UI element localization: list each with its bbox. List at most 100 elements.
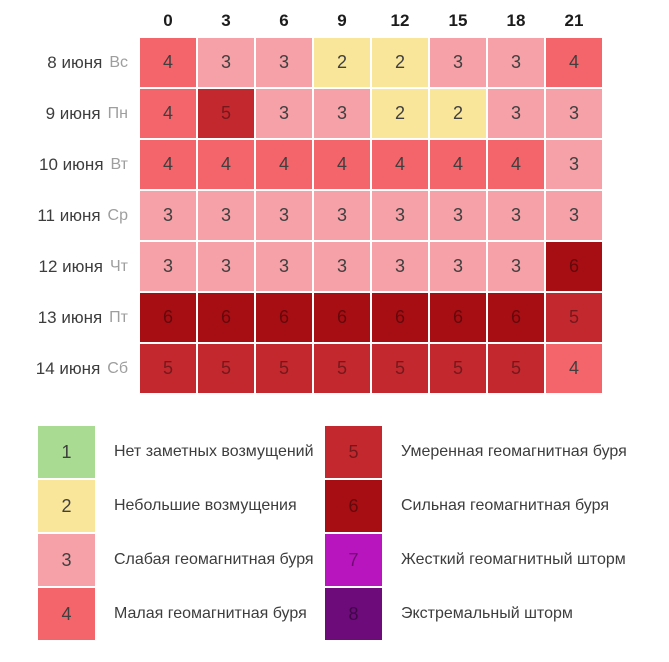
forecast-row-jun11: 11 июня Ср 3 3 3 3 3 3 3 3 (0, 191, 669, 240)
row-weekday: Пт (109, 308, 128, 326)
kp-cell: 6 (256, 293, 312, 342)
legend-swatch-8: 8 (325, 588, 382, 640)
legend-label-5: Умеренная геомагнитная буря (401, 443, 627, 460)
legend-item-4: 4 Малая геомагнитная буря (38, 588, 325, 640)
row-date: 11 июня (37, 205, 101, 225)
row-weekday: Ср (107, 206, 128, 224)
row-date: 10 июня (39, 154, 104, 174)
legend-swatch-6: 6 (325, 480, 382, 532)
hour-header-12: 12 (390, 11, 410, 30)
kp-cell: 5 (430, 344, 486, 393)
kp-cell: 2 (430, 89, 486, 138)
forecast-row-jun8: 8 июня Вс 4 3 3 2 2 3 3 4 (0, 38, 669, 87)
kp-cell: 6 (488, 293, 544, 342)
kp-cell: 3 (198, 242, 254, 291)
hour-header-18: 18 (506, 11, 526, 30)
forecast-row-jun14: 14 июня Сб 5 5 5 5 5 5 5 4 (0, 344, 669, 393)
kp-cell: 3 (546, 89, 602, 138)
kp-cell: 3 (488, 242, 544, 291)
hour-header-0: 0 (163, 11, 173, 30)
kp-cell: 4 (546, 344, 602, 393)
hour-header-15: 15 (448, 11, 468, 30)
legend-column-left: 1 Нет заметных возмущений 2 Небольшие во… (38, 426, 325, 642)
kp-cell: 4 (372, 140, 428, 189)
kp-cell: 5 (488, 344, 544, 393)
kp-cell: 4 (488, 140, 544, 189)
kp-cell: 3 (430, 38, 486, 87)
kp-cell: 2 (372, 38, 428, 87)
kp-forecast-heatmap: 0 3 6 9 12 15 18 21 8 июня Вс 4 3 3 2 2 … (0, 0, 669, 393)
legend-item-5: 5 Умеренная геомагнитная буря (325, 426, 627, 478)
legend-item-7: 7 Жесткий геомагнитный шторм (325, 534, 626, 586)
kp-cell: 3 (372, 191, 428, 240)
row-weekday: Сб (107, 359, 128, 377)
kp-cell: 4 (140, 89, 196, 138)
row-label: 8 июня Вс (0, 38, 138, 87)
row-label: 9 июня Пн (0, 89, 138, 138)
kp-cell: 4 (546, 38, 602, 87)
row-label: 10 июня Вт (0, 140, 138, 189)
kp-cell: 4 (430, 140, 486, 189)
legend-swatch-5: 5 (325, 426, 382, 478)
forecast-row-jun9: 9 июня Пн 4 5 3 3 2 2 3 3 (0, 89, 669, 138)
row-date: 12 июня (38, 256, 103, 276)
hour-header-6: 6 (279, 11, 289, 30)
hour-header-row: 0 3 6 9 12 15 18 21 (0, 0, 669, 38)
row-date: 9 июня (45, 103, 101, 123)
row-weekday: Чт (110, 257, 128, 275)
legend-item-2: 2 Небольшие возмущения (38, 480, 325, 532)
kp-cell: 3 (256, 38, 312, 87)
legend-item-6: 6 Сильная геомагнитная буря (325, 480, 612, 532)
legend-swatch-7: 7 (325, 534, 382, 586)
kp-cell: 3 (488, 38, 544, 87)
kp-cell: 3 (314, 89, 370, 138)
kp-cell: 3 (372, 242, 428, 291)
kp-cell: 3 (488, 191, 544, 240)
kp-cell: 5 (198, 89, 254, 138)
row-date: 14 июня (35, 358, 101, 378)
hour-header-21: 21 (564, 11, 584, 30)
kp-cell: 3 (256, 89, 312, 138)
legend-item-3: 3 Слабая геомагнитная буря (38, 534, 325, 586)
kp-cell: 2 (372, 89, 428, 138)
kp-cell: 5 (198, 344, 254, 393)
kp-cell: 6 (546, 242, 602, 291)
forecast-row-jun10: 10 июня Вт 4 4 4 4 4 4 4 3 (0, 140, 669, 189)
kp-cell: 4 (140, 140, 196, 189)
legend-swatch-2: 2 (38, 480, 95, 532)
legend-label-8: Экстремальный шторм (401, 605, 573, 622)
row-date: 8 июня (47, 52, 103, 72)
kp-cell: 3 (546, 191, 602, 240)
kp-cell: 3 (488, 89, 544, 138)
row-label: 11 июня Ср (0, 191, 138, 240)
kp-cell: 4 (198, 140, 254, 189)
header-spacer (0, 0, 138, 38)
legend-swatch-3: 3 (38, 534, 95, 586)
row-weekday: Вт (110, 155, 128, 173)
kp-cell: 5 (372, 344, 428, 393)
legend-swatch-1: 1 (38, 426, 95, 478)
kp-cell: 3 (430, 191, 486, 240)
kp-cell: 4 (140, 38, 196, 87)
legend-column-right: 5 Умеренная геомагнитная буря 6 Сильная … (325, 426, 627, 642)
row-date: 13 июня (37, 307, 103, 327)
legend-label-7: Жесткий геомагнитный шторм (401, 551, 626, 568)
kp-cell: 6 (314, 293, 370, 342)
kp-cell: 5 (314, 344, 370, 393)
kp-cell: 4 (314, 140, 370, 189)
kp-cell: 3 (314, 191, 370, 240)
legend-item-8: 8 Экстремальный шторм (325, 588, 612, 640)
kp-cell: 3 (140, 191, 196, 240)
forecast-row-jun13: 13 июня Пт 6 6 6 6 6 6 6 5 (0, 293, 669, 342)
row-label: 13 июня Пт (0, 293, 138, 342)
kp-legend: 1 Нет заметных возмущений 2 Небольшие во… (0, 426, 669, 642)
legend-label-2: Небольшие возмущения (114, 497, 297, 514)
row-label: 12 июня Чт (0, 242, 138, 291)
kp-cell: 2 (314, 38, 370, 87)
kp-cell: 5 (546, 293, 602, 342)
row-weekday: Вс (109, 53, 128, 71)
kp-cell: 3 (198, 38, 254, 87)
kp-cell: 3 (430, 242, 486, 291)
legend-swatch-4: 4 (38, 588, 95, 640)
